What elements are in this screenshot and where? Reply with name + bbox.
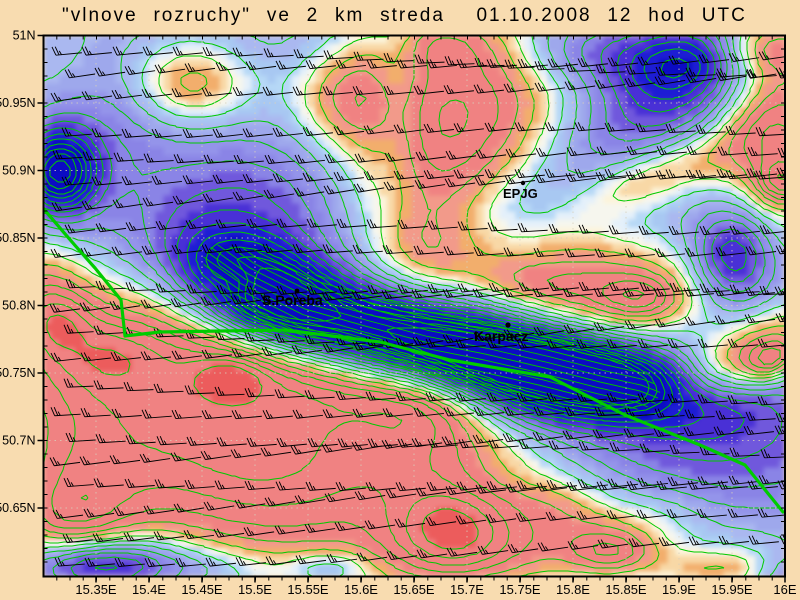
svg-text:15.6E: 15.6E <box>344 582 378 597</box>
svg-text:50.65N: 50.65N <box>0 501 36 515</box>
svg-text:15.4E: 15.4E <box>132 582 166 597</box>
svg-text:15.75E: 15.75E <box>499 582 541 597</box>
svg-text:51N: 51N <box>13 29 36 43</box>
svg-text:15.5E: 15.5E <box>238 582 272 597</box>
svg-text:15.85E: 15.85E <box>605 582 647 597</box>
svg-text:"vlnove rozruchy" ve 2 km stre: "vlnove rozruchy" ve 2 km streda 01.10.2… <box>62 5 747 26</box>
svg-text:15.7E: 15.7E <box>450 582 484 597</box>
svg-text:50.95N: 50.95N <box>0 96 36 110</box>
svg-text:50.7N: 50.7N <box>2 434 35 448</box>
svg-text:50.75N: 50.75N <box>0 366 36 380</box>
svg-text:15.65E: 15.65E <box>393 582 435 597</box>
svg-text:50.9N: 50.9N <box>2 164 35 178</box>
svg-text:15.55E: 15.55E <box>287 582 329 597</box>
svg-text:S.Poreba: S.Poreba <box>262 292 323 308</box>
svg-text:15.35E: 15.35E <box>75 582 117 597</box>
svg-text:50.85N: 50.85N <box>0 231 36 245</box>
svg-text:Karpacz: Karpacz <box>474 328 528 344</box>
svg-text:50.8N: 50.8N <box>2 299 35 313</box>
svg-text:15.45E: 15.45E <box>181 582 223 597</box>
svg-text:15.95E: 15.95E <box>711 582 753 597</box>
svg-text:EPJG: EPJG <box>503 186 538 201</box>
svg-text:15.9E: 15.9E <box>662 582 696 597</box>
svg-text:15.8E: 15.8E <box>556 582 590 597</box>
svg-text:16E: 16E <box>773 582 796 597</box>
